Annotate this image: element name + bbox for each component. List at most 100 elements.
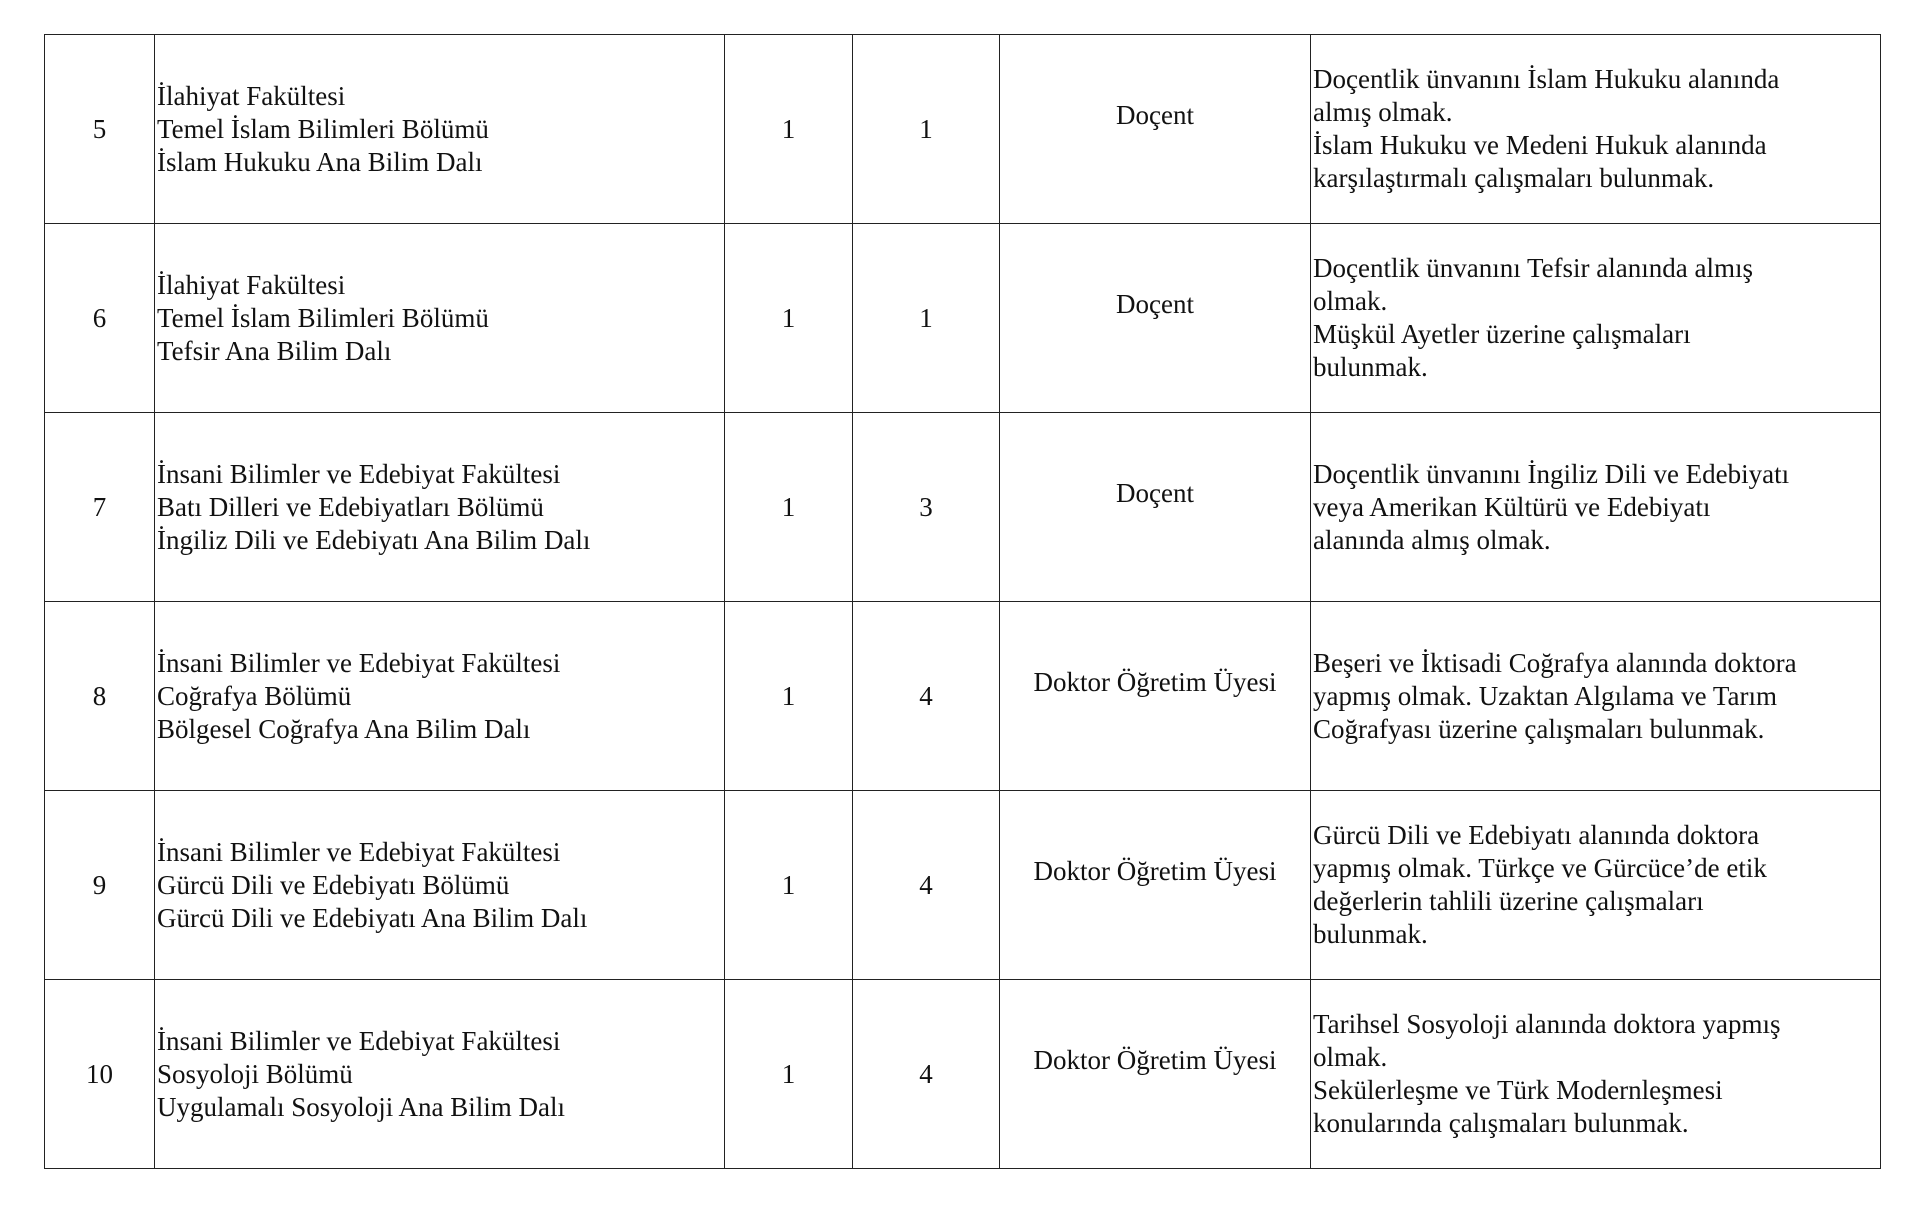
position-count: 1 (724, 790, 853, 980)
cell-text: yapmış olmak. Türkçe ve Gürcüce’de etik (1313, 853, 1767, 883)
cell-text: Coğrafya Bölümü (157, 680, 352, 711)
table-row: 8 İnsani Bilimler ve Edebiyat Fakültesi Co… (44, 601, 1881, 791)
cell-text: 4 (919, 680, 933, 711)
cell-text: Doktor Öğretim Üyesi (1033, 1044, 1277, 1075)
title: Doçent (999, 412, 1311, 602)
cell-text: İnsani Bilimler ve Edebiyat Fakültesi (157, 647, 561, 678)
cell-text: İslam Hukuku Ana Bilim Dalı (157, 146, 483, 177)
degree: 4 (852, 790, 1000, 980)
title: Doktor Öğretim Üyesi (999, 601, 1311, 791)
cell-text: Coğrafyası üzerine çalışmaları bulunmak. (1313, 713, 1765, 744)
requirements-cell: Gürcü Dili ve Edebiyatı alanında doktora… (1310, 790, 1881, 980)
cell-text: Doktor Öğretim Üyesi (1033, 855, 1277, 886)
cell-text: İlahiyat Fakültesi (157, 80, 346, 111)
unit-cell: İnsani Bilimler ve Edebiyat Fakültesi Coğ… (154, 601, 725, 791)
cell-text: Tefsir Ana Bilim Dalı (157, 335, 392, 366)
cell-text: Temel İslam Bilimleri Bölümü (157, 302, 489, 333)
cell-text: Doçentlik ünvanını İslam Hukuku alanında (1313, 64, 1780, 94)
degree: 4 (852, 979, 1000, 1169)
cell-text: karşılaştırmalı çalışmaları bulunmak. (1313, 163, 1715, 193)
unit-cell: İnsani Bilimler ve Edebiyat Fakültesi Sos… (154, 979, 725, 1169)
cell-text: Doçent (1116, 288, 1194, 319)
cell-text: 1 (781, 1058, 796, 1089)
cell-text: 9 (92, 869, 107, 900)
cell-text: Beşeri ve İktisadi Coğrafya alanında dok… (1313, 647, 1797, 678)
cell-text: 1 (781, 869, 796, 900)
cell-text: Gürcü Dili ve Edebiyatı Ana Bilim Dalı (157, 902, 588, 933)
cell-text: olmak. (1313, 286, 1388, 316)
unit-cell: İnsani Bilimler ve Edebiyat Fakültesi Bat… (154, 412, 725, 602)
row-number: 9 (44, 790, 155, 980)
cell-text: alanında almış olmak. (1313, 524, 1551, 555)
title: Doktor Öğretim Üyesi (999, 790, 1311, 980)
cell-text: İnsani Bilimler ve Edebiyat Fakültesi (157, 836, 561, 867)
cell-text: Gürcü Dili ve Edebiyatı alanında doktora (1313, 820, 1760, 850)
cell-text: 1 (781, 302, 796, 333)
cell-text: 7 (92, 491, 107, 522)
cell-text: İslam Hukuku ve Medeni Hukuk alanında (1313, 130, 1767, 160)
cell-text: bulunmak. (1313, 919, 1428, 949)
row-number: 7 (44, 412, 155, 602)
cell-text: 4 (919, 869, 933, 900)
cell-text: 3 (919, 491, 933, 522)
unit-cell: İlahiyat Fakültesi Temel İslam Bilimleri … (154, 223, 725, 413)
cell-text: Temel İslam Bilimleri Bölümü (157, 113, 489, 144)
degree: 1 (852, 223, 1000, 413)
table-row: 6 İlahiyat Fakültesi Temel İslam Bilimleri… (44, 223, 1881, 413)
requirements-cell: Doçentlik ünvanını İslam Hukuku alanında… (1310, 34, 1881, 224)
cell-text: Doktor Öğretim Üyesi (1033, 666, 1277, 697)
unit-cell: İlahiyat Fakültesi Temel İslam Bilimleri … (154, 34, 725, 224)
unit-cell: İnsani Bilimler ve Edebiyat Fakültesi Gür… (154, 790, 725, 980)
position-count: 1 (724, 412, 853, 602)
degree: 1 (852, 34, 1000, 224)
table-row: 5 İlahiyat Fakültesi Temel İslam Bilimleri… (44, 34, 1881, 224)
title: Doçent (999, 223, 1311, 413)
cell-text: Doçent (1116, 477, 1194, 508)
cell-text: Bölgesel Coğrafya Ana Bilim Dalı (157, 713, 531, 744)
cell-text: 5 (92, 113, 107, 144)
cell-text: 8 (92, 680, 107, 711)
requirements-cell: Tarihsel Sosyoloji alanında doktora yapm… (1310, 979, 1881, 1169)
degree: 3 (852, 412, 1000, 602)
row-number: 5 (44, 34, 155, 224)
cell-text: Uygulamalı Sosyoloji Ana Bilim Dalı (157, 1091, 565, 1122)
cell-text: İngiliz Dili ve Edebiyatı Ana Bilim Dalı (157, 524, 591, 555)
cell-text: 1 (919, 302, 933, 333)
positions-table: 5 İlahiyat Fakültesi Temel İslam Bilimleri… (44, 34, 1881, 1169)
cell-text: Doçentlik ünvanını İngiliz Dili ve Edebi… (1313, 458, 1790, 489)
cell-text: Sekülerleşme ve Türk Modernleşmesi (1313, 1075, 1723, 1105)
cell-text: Sosyoloji Bölümü (157, 1058, 353, 1089)
position-count: 1 (724, 223, 853, 413)
cell-text: veya Amerikan Kültürü ve Edebiyatı (1313, 491, 1711, 522)
requirements-cell: Doçentlik ünvanını İngiliz Dili ve Edebi… (1310, 412, 1881, 602)
degree: 4 (852, 601, 1000, 791)
cell-text: değerlerin tahlili üzerine çalışmaları (1313, 886, 1704, 916)
row-number: 6 (44, 223, 155, 413)
cell-text: 1 (781, 491, 796, 522)
cell-text: bulunmak. (1313, 352, 1428, 382)
cell-text: 6 (92, 302, 107, 333)
cell-text: Batı Dilleri ve Edebiyatları Bölümü (157, 491, 544, 522)
cell-text: 4 (919, 1058, 933, 1089)
cell-text: konularında çalışmaları bulunmak. (1313, 1108, 1689, 1138)
requirements-cell: Beşeri ve İktisadi Coğrafya alanında dok… (1310, 601, 1881, 791)
cell-text: Doçentlik ünvanını Tefsir alanında almış (1313, 253, 1754, 283)
cell-text: 10 (86, 1058, 113, 1089)
cell-text: almış olmak. (1313, 97, 1453, 127)
cell-text: İlahiyat Fakültesi (157, 269, 346, 300)
requirements-cell: Doçentlik ünvanını Tefsir alanında almış… (1310, 223, 1881, 413)
position-count: 1 (724, 979, 853, 1169)
row-number: 8 (44, 601, 155, 791)
cell-text: Gürcü Dili ve Edebiyatı Bölümü (157, 869, 510, 900)
table-row: 10 İnsani Bilimler ve Edebiyat Fakültesi S… (44, 979, 1881, 1169)
cell-text: Tarihsel Sosyoloji alanında doktora yapm… (1313, 1009, 1781, 1039)
cell-text: olmak. (1313, 1042, 1388, 1072)
table-row: 9 İnsani Bilimler ve Edebiyat Fakültesi Gü… (44, 790, 1881, 980)
cell-text: İnsani Bilimler ve Edebiyat Fakültesi (157, 1025, 561, 1056)
cell-text: İnsani Bilimler ve Edebiyat Fakültesi (157, 458, 561, 489)
cell-text: 1 (781, 680, 796, 711)
title: Doçent (999, 34, 1311, 224)
title: Doktor Öğretim Üyesi (999, 979, 1311, 1169)
cell-text: Müşkül Ayetler üzerine çalışmaları (1313, 319, 1691, 349)
cell-text: Doçent (1116, 99, 1194, 130)
